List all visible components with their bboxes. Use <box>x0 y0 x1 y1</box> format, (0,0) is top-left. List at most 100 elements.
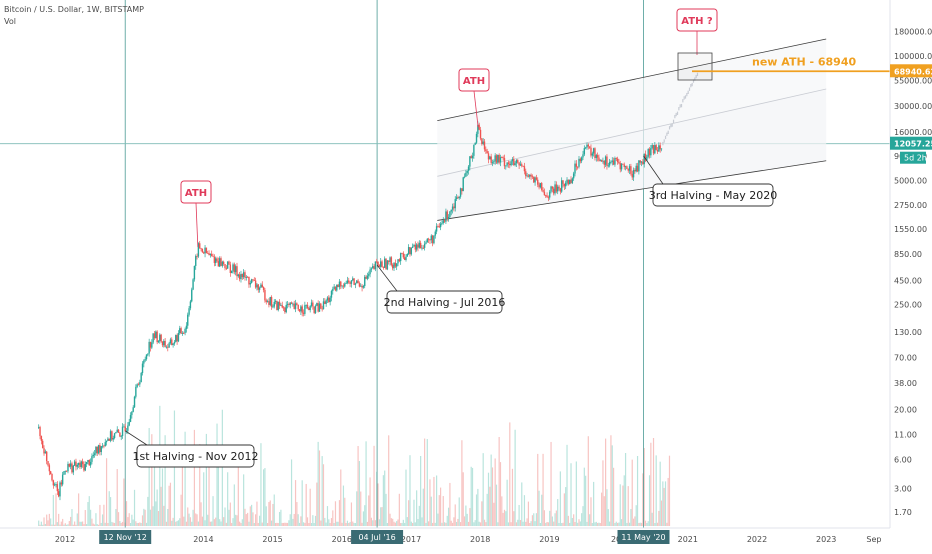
candle-body <box>232 264 234 271</box>
candle-body <box>616 158 619 162</box>
volume-bar <box>579 521 581 526</box>
time-tick-label: 2014 <box>193 535 213 544</box>
projection-candle <box>663 139 665 143</box>
ath-callout-2017[interactable]: ATH <box>458 68 490 128</box>
projection-candle <box>668 126 671 130</box>
candle-body <box>465 172 467 177</box>
volume-bar <box>132 519 134 526</box>
candle-body <box>411 246 414 248</box>
volume-bar <box>418 505 420 526</box>
volume-bar <box>90 509 92 526</box>
volume-bar <box>425 522 427 526</box>
ath-callout-2013[interactable]: ATH <box>180 180 212 248</box>
candle-body <box>171 339 173 346</box>
candle-body <box>38 427 40 428</box>
volume-bar <box>223 517 225 526</box>
ath-target-box[interactable] <box>677 52 713 81</box>
candle-body <box>99 445 101 453</box>
projection-candle <box>680 103 683 108</box>
volume-bar <box>135 521 137 526</box>
candle-body <box>165 346 168 348</box>
volume-bar <box>478 521 480 526</box>
candle-body <box>225 267 228 269</box>
volume-bar <box>208 456 210 526</box>
candle-body <box>67 463 69 472</box>
candle-body <box>269 296 271 305</box>
halving-callout-2-label: 2nd Halving - Jul 2016 <box>384 296 506 309</box>
volume-bar <box>587 436 589 526</box>
candle-body <box>149 341 152 348</box>
volume-bar <box>179 518 181 526</box>
candle-body <box>204 247 206 254</box>
volume-bar <box>612 467 615 526</box>
ath-callout-target[interactable]: ATH ? <box>676 8 718 55</box>
volume-bar <box>547 522 549 526</box>
candle-body <box>224 264 226 268</box>
halving-date-label: 04 Jul '16 <box>358 533 395 542</box>
volume-bar <box>595 521 597 526</box>
projection-candle <box>670 124 672 128</box>
candle-body <box>360 285 362 287</box>
volume-bar <box>304 522 306 526</box>
candle-body <box>509 163 511 166</box>
volume-bar <box>622 485 624 526</box>
volume-bar <box>417 518 419 526</box>
candle-body <box>45 451 48 462</box>
volume-bar <box>104 522 106 526</box>
symbol-title[interactable]: Bitcoin / U.S. Dollar, 1W, BITSTAMP <box>4 5 144 14</box>
volume-bar <box>422 488 424 526</box>
volume-bar <box>643 447 645 526</box>
halving-callout-1[interactable]: 1st Halving - Nov 2012 <box>124 430 259 468</box>
volume-bar <box>372 520 374 526</box>
volume-bar <box>318 450 321 526</box>
volume-bar <box>232 518 234 526</box>
volume-bar <box>402 519 404 526</box>
candle-body <box>167 346 169 348</box>
candle-body <box>104 442 106 447</box>
volume-bar <box>325 522 327 526</box>
volume-bar <box>386 522 388 526</box>
volume-bar <box>145 522 148 526</box>
candle-body <box>120 435 122 437</box>
volume-bar <box>163 505 165 526</box>
price-tick-label: 3.00 <box>894 484 912 493</box>
candle-body <box>180 328 182 334</box>
volume-bar <box>447 507 450 526</box>
volume-bar <box>509 422 511 526</box>
candle-body <box>107 438 109 441</box>
candle-body <box>495 155 498 163</box>
halving-callout-2[interactable]: 2nd Halving - Jul 2016 <box>376 264 506 314</box>
volume-bar <box>388 435 390 526</box>
candle-body <box>47 461 49 466</box>
candle-body <box>39 427 41 437</box>
volume-bar <box>487 472 490 526</box>
halving-callout-3[interactable]: 3rd Halving - May 2020 <box>643 155 778 207</box>
volume-bar <box>87 502 89 526</box>
candle-body <box>92 454 94 457</box>
volume-bar <box>638 522 640 526</box>
volume-bar <box>244 508 246 526</box>
candle-body <box>602 160 604 162</box>
volume-bar <box>340 469 342 526</box>
volume-bar <box>284 522 286 526</box>
candle-body <box>117 429 120 433</box>
candle-body <box>441 223 443 224</box>
candle-body <box>350 280 353 284</box>
candle-body <box>111 431 113 440</box>
countdown-tag <box>900 151 926 164</box>
projection-candle <box>694 77 696 81</box>
projection-candle <box>696 72 699 77</box>
volume-bar <box>326 506 329 526</box>
volume-bar <box>486 493 488 526</box>
candle-body <box>370 268 373 270</box>
candle-body <box>527 175 530 177</box>
volume-bar <box>567 515 569 526</box>
volume-bar <box>272 503 274 526</box>
candle-body <box>580 157 583 162</box>
candle-body <box>293 303 295 309</box>
volume-bar <box>667 477 669 526</box>
candle-body <box>660 148 663 150</box>
volume-bar <box>362 511 365 526</box>
volume-bar <box>298 522 301 526</box>
